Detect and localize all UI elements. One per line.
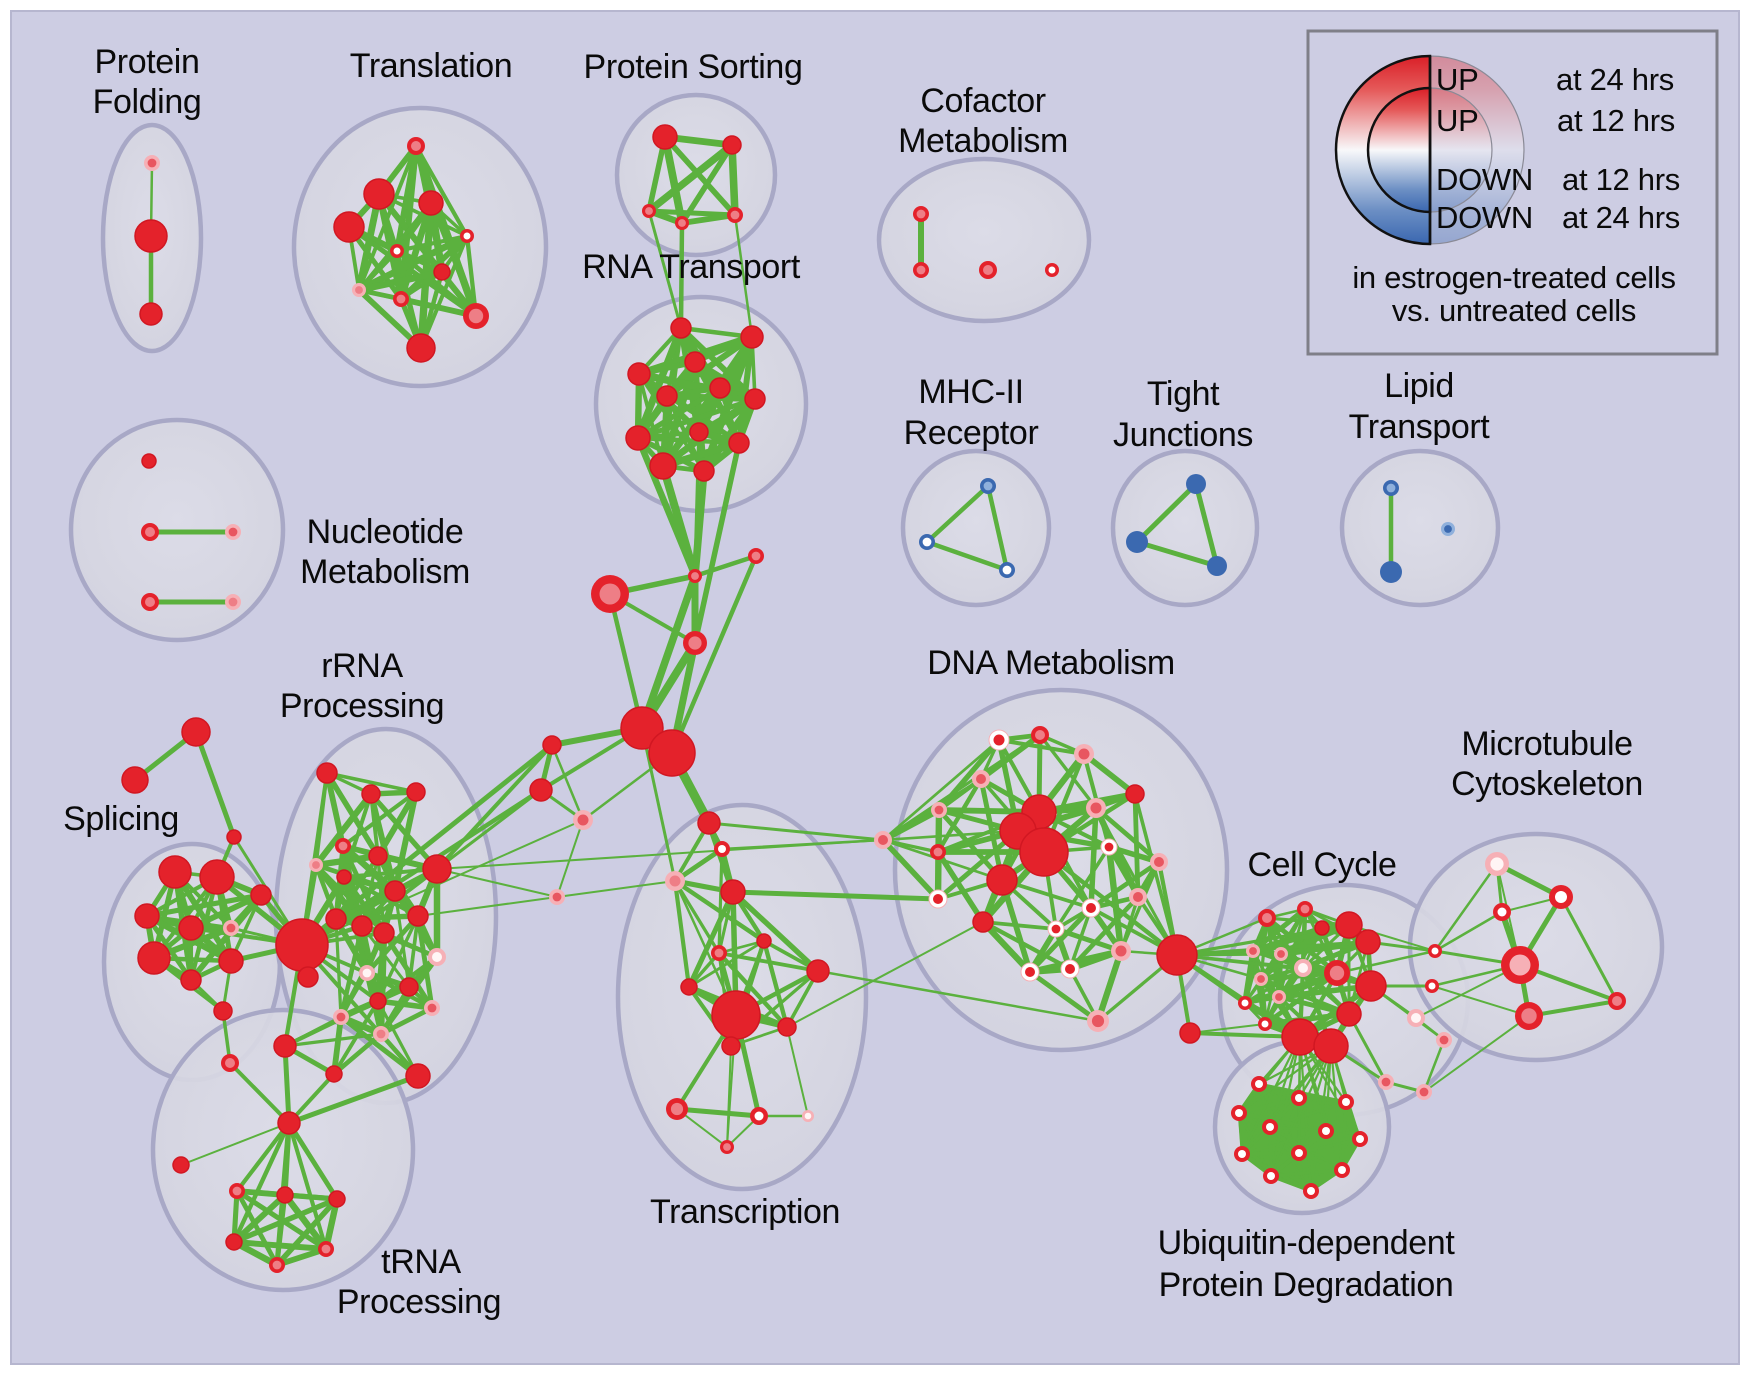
svg-text:UP: UP [1436, 62, 1478, 97]
svg-text:Lipid: Lipid [1384, 367, 1454, 405]
svg-text:Metabolism: Metabolism [300, 553, 470, 591]
svg-text:Folding: Folding [93, 83, 202, 121]
svg-text:rRNA: rRNA [321, 647, 403, 685]
svg-text:Receptor: Receptor [904, 414, 1039, 452]
svg-text:RNA Transport: RNA Transport [582, 248, 801, 286]
svg-text:Protein: Protein [95, 43, 200, 81]
svg-text:Transcription: Transcription [650, 1193, 840, 1231]
svg-text:Cofactor: Cofactor [920, 82, 1045, 120]
svg-text:UP: UP [1436, 103, 1478, 138]
svg-text:Microtubule: Microtubule [1461, 725, 1632, 763]
svg-text:DOWN: DOWN [1436, 162, 1533, 197]
svg-text:tRNA: tRNA [381, 1243, 461, 1281]
svg-text:Cytoskeleton: Cytoskeleton [1451, 765, 1643, 803]
svg-text:Metabolism: Metabolism [898, 122, 1068, 160]
svg-text:Nucleotide: Nucleotide [307, 513, 464, 551]
svg-text:Protein Degradation: Protein Degradation [1159, 1266, 1454, 1304]
svg-text:at 24 hrs: at 24 hrs [1556, 62, 1674, 97]
svg-text:in estrogen-treated cells: in estrogen-treated cells [1352, 260, 1675, 295]
svg-text:vs. untreated cells: vs. untreated cells [1392, 293, 1636, 328]
svg-text:Processing: Processing [280, 687, 444, 725]
svg-text:DOWN: DOWN [1436, 200, 1533, 235]
svg-text:Splicing: Splicing [63, 800, 179, 838]
svg-text:at 12 hrs: at 12 hrs [1557, 103, 1675, 138]
svg-text:at 12 hrs: at 12 hrs [1562, 162, 1680, 197]
svg-text:Ubiquitin-dependent: Ubiquitin-dependent [1158, 1224, 1456, 1262]
svg-text:Junctions: Junctions [1113, 416, 1253, 454]
svg-text:at 24 hrs: at 24 hrs [1562, 200, 1680, 235]
svg-text:DNA Metabolism: DNA Metabolism [927, 644, 1175, 682]
svg-text:Processing: Processing [337, 1283, 501, 1321]
svg-text:Protein Sorting: Protein Sorting [584, 48, 803, 86]
svg-text:MHC-II: MHC-II [918, 373, 1023, 411]
svg-text:Tight: Tight [1147, 375, 1220, 413]
svg-text:Cell Cycle: Cell Cycle [1247, 846, 1396, 884]
svg-text:Transport: Transport [1349, 408, 1491, 446]
svg-text:Translation: Translation [350, 47, 513, 85]
